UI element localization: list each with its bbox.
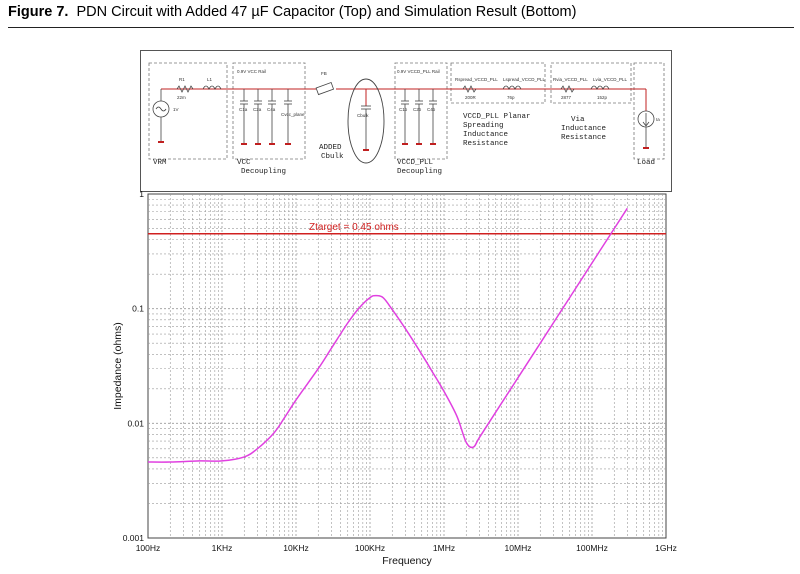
vccd-pll-block (394, 62, 448, 160)
lvia-label: Lvia_VCCD_PLL (593, 77, 628, 82)
vrm-label: VRM (153, 159, 167, 167)
figure-caption: PDN Circuit with Added 47 µF Capacitor (… (76, 4, 577, 20)
x-axis-title: Frequency (382, 555, 432, 567)
rspread-resistor (462, 85, 477, 93)
c2a-label: C2a (253, 107, 262, 112)
rvia-resistor (560, 85, 575, 93)
via-label-1: Via (571, 116, 585, 124)
cvcc-plane-label: Cvcc_plane (281, 112, 305, 117)
r1-resistor (176, 85, 194, 93)
iload-label: Ia (656, 117, 660, 122)
y-tick-label: 0.001 (123, 533, 145, 543)
x-tick-label: 1MHz (433, 543, 455, 553)
y-tick-label: 0.01 (127, 418, 144, 428)
vccd-decoupling-label: Decoupling (397, 168, 442, 176)
x-tick-label: 100Hz (136, 543, 161, 553)
impedance-curve (147, 207, 628, 463)
load-block (633, 62, 665, 160)
vcc-rail-label: 0.9V VCC Rail (237, 69, 266, 74)
l1-label: L1 (207, 77, 213, 82)
figure-label: Figure 7. (8, 4, 69, 20)
x-tick-label: 10MHz (505, 543, 532, 553)
rvia-value: 2877 (561, 95, 572, 100)
x-tick-label: 100KHz (355, 543, 385, 553)
impedance-chart: 100Hz 1KHz 10KHz 100KHz 1MHz 10MHz 100MHz 1GHz 0… (112, 190, 677, 567)
vrm-block (148, 62, 228, 160)
vcc-block (232, 62, 306, 160)
pll-rail-label: 0.9V VCCD_PLL Rail (397, 69, 440, 74)
ferrite-bead (315, 81, 335, 96)
y-tick-label: 0.1 (132, 304, 144, 314)
rspread-value: 200R (465, 95, 477, 100)
added-label: ADDED (319, 144, 342, 152)
c4b-label: C4b (427, 107, 436, 112)
added-cbulk-highlight (347, 78, 385, 164)
vcc-label: VCC (237, 159, 251, 167)
rvia-label: Rvia_VCCD_PLL (553, 77, 588, 82)
x-tick-label: 1KHz (212, 543, 233, 553)
title-rule (8, 27, 794, 28)
via-block (550, 62, 632, 104)
vrm-voltage: 1V (173, 107, 179, 112)
plot-area (147, 193, 667, 539)
rspread-label: Rspread_VCCD_PLL (455, 77, 498, 82)
pdn-schematic: R1 L1 22m 1V 0.9V VCC Rail C1a C2a C4a C… (140, 50, 672, 192)
planar-block (450, 62, 546, 104)
y-axis-title: Impedance (ohms) (112, 322, 124, 410)
x-tick-label: 10KHz (283, 543, 309, 553)
r1-value: 22m (177, 95, 186, 100)
via-label-3: Resistance (561, 134, 606, 142)
fb-label: FB (321, 71, 327, 76)
r1-label: R1 (179, 77, 185, 82)
lspread-label: Lspread_VCCD_PLL (503, 77, 546, 82)
via-label-2: Inductance (561, 125, 606, 133)
c1b-label: C1b (399, 107, 408, 112)
planar-label-1: VCCD_PLL Planar (463, 113, 531, 121)
lvia-inductor (590, 85, 610, 90)
planar-label-2: Spreading (463, 122, 504, 130)
lspread-inductor (502, 85, 522, 90)
l1-inductor (202, 85, 222, 90)
c4a-label: C4a (267, 107, 276, 112)
added-cbulk-label: Cbulk (321, 153, 344, 161)
cbulk-cap-label: Cbulk (357, 113, 369, 118)
vcc-decoupling-label: Decoupling (241, 168, 286, 176)
y-tick-label: 1 (139, 190, 144, 199)
chart-grid (148, 194, 666, 538)
x-tick-label: 100MHz (576, 543, 608, 553)
lvia-value: 152p (597, 95, 608, 100)
chart-ticks: 100Hz 1KHz 10KHz 100KHz 1MHz 10MHz 100MHz 1GHz 0… (123, 190, 677, 553)
vccd-pll-label: VCCD_PLL (397, 159, 434, 167)
c2b-label: C2b (413, 107, 422, 112)
lspread-value: 76p (507, 95, 515, 100)
figure-title: Figure 7. PDN Circuit with Added 47 µF C… (8, 4, 576, 20)
c1a-label: C1a (239, 107, 248, 112)
ztarget-label: Ztarget = 0.45 ohms (309, 222, 399, 233)
planar-label-3: Inductance (463, 131, 508, 139)
load-label: Load (637, 159, 655, 167)
x-tick-label: 1GHz (655, 543, 677, 553)
planar-label-4: Resistance (463, 140, 508, 148)
